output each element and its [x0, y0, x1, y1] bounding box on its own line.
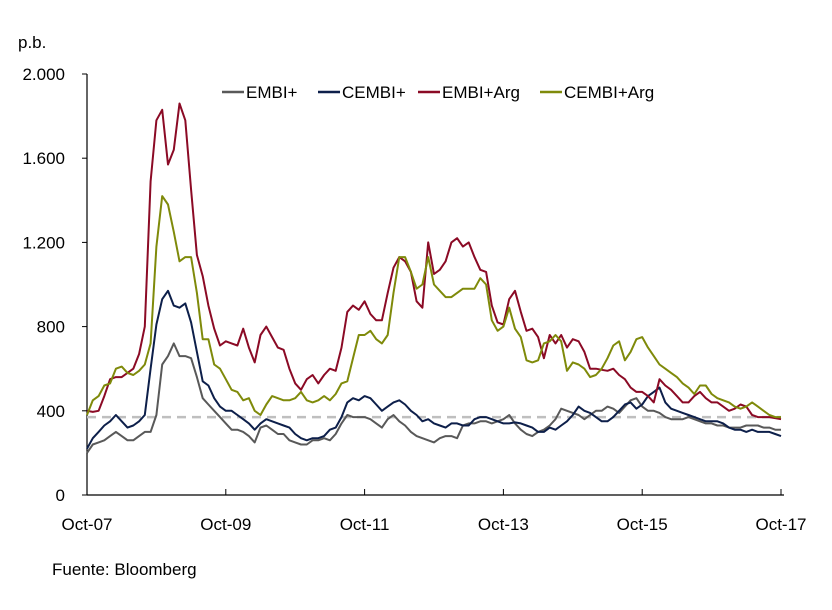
series-line-cembi- [86, 289, 782, 450]
x-axis: Oct-07 Oct-09 Oct-11 Oct-13 Oct-15 Oct-17 [61, 489, 807, 534]
legend-label: CEMBI+ [342, 83, 406, 102]
series-lines [86, 102, 782, 454]
y-axis-label: p.b. [18, 33, 46, 52]
legend-label: EMBI+ [246, 83, 298, 102]
y-tick-label: 400 [37, 402, 65, 421]
legend-item: CEMBI+Arg [540, 83, 654, 102]
series-line-embi- [86, 342, 781, 454]
legend-item: CEMBI+ [318, 83, 406, 102]
source-note: Fuente: Bloomberg [52, 560, 197, 579]
x-tick-label: Oct-13 [478, 515, 529, 534]
y-tick-label: 1.200 [22, 233, 65, 252]
x-tick-label: Oct-15 [617, 515, 668, 534]
series-line-cembi-arg [86, 195, 781, 419]
x-tick-label: Oct-17 [755, 515, 806, 534]
y-tick-label: 1.600 [22, 149, 65, 168]
x-tick-label: Oct-07 [61, 515, 112, 534]
legend-label: EMBI+Arg [442, 83, 520, 102]
y-tick-label: 2.000 [22, 65, 65, 84]
y-axis: 0 400 800 1.200 1.600 2.000 [22, 65, 88, 505]
y-tick-label: 800 [37, 318, 65, 337]
x-tick-label: Oct-09 [200, 515, 251, 534]
y-tick-label: 0 [56, 486, 65, 505]
legend-item: EMBI+ [222, 83, 298, 102]
legend-item: EMBI+Arg [418, 83, 520, 102]
legend-label: CEMBI+Arg [564, 83, 654, 102]
x-tick-label: Oct-11 [340, 515, 390, 534]
legend: EMBI+ CEMBI+ EMBI+Arg CEMBI+Arg [222, 83, 654, 102]
series-line-embi-arg [86, 102, 782, 421]
